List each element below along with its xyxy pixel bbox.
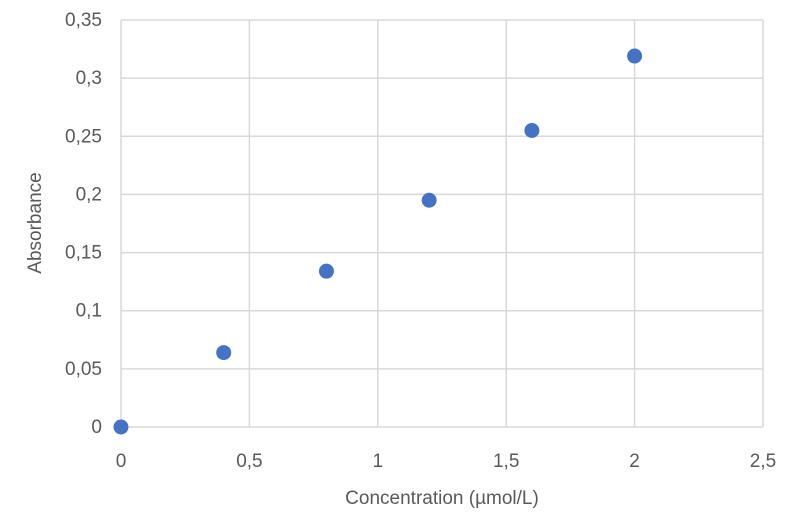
x-tick-label: 1,5 bbox=[493, 451, 519, 472]
y-tick-label: 0,3 bbox=[76, 68, 102, 89]
y-tick-label: 0,35 bbox=[65, 10, 102, 31]
grid bbox=[120, 19, 764, 428]
y-tick-label: 0 bbox=[91, 417, 102, 438]
tick-labels: 0 0,05 0,1 0,15 0,2 0,25 0,3 0,35 0 0,5 1 1,5 2 2,5 bbox=[65, 10, 776, 472]
y-tick-label: 0,2 bbox=[76, 184, 102, 205]
data-point bbox=[113, 419, 129, 435]
data-points bbox=[113, 48, 643, 435]
y-tick-label: 0,15 bbox=[65, 243, 102, 264]
y-tick-label: 0,25 bbox=[65, 126, 102, 147]
x-tick-label: 2,5 bbox=[750, 451, 776, 472]
data-point bbox=[627, 48, 643, 64]
x-tick-label: 0 bbox=[116, 451, 127, 472]
data-point bbox=[318, 263, 334, 279]
data-point bbox=[524, 122, 540, 138]
data-point bbox=[421, 192, 437, 208]
x-tick-label: 1 bbox=[373, 451, 384, 472]
y-tick-label: 0,1 bbox=[76, 301, 102, 322]
x-tick-label: 0,5 bbox=[236, 451, 262, 472]
y-tick-label: 0,05 bbox=[65, 359, 102, 380]
x-tick-label: 2 bbox=[629, 451, 640, 472]
x-axis-title: Concentration (µmol/L) bbox=[345, 488, 539, 509]
y-axis-title: Absorbance bbox=[25, 172, 46, 273]
data-point bbox=[216, 345, 232, 361]
